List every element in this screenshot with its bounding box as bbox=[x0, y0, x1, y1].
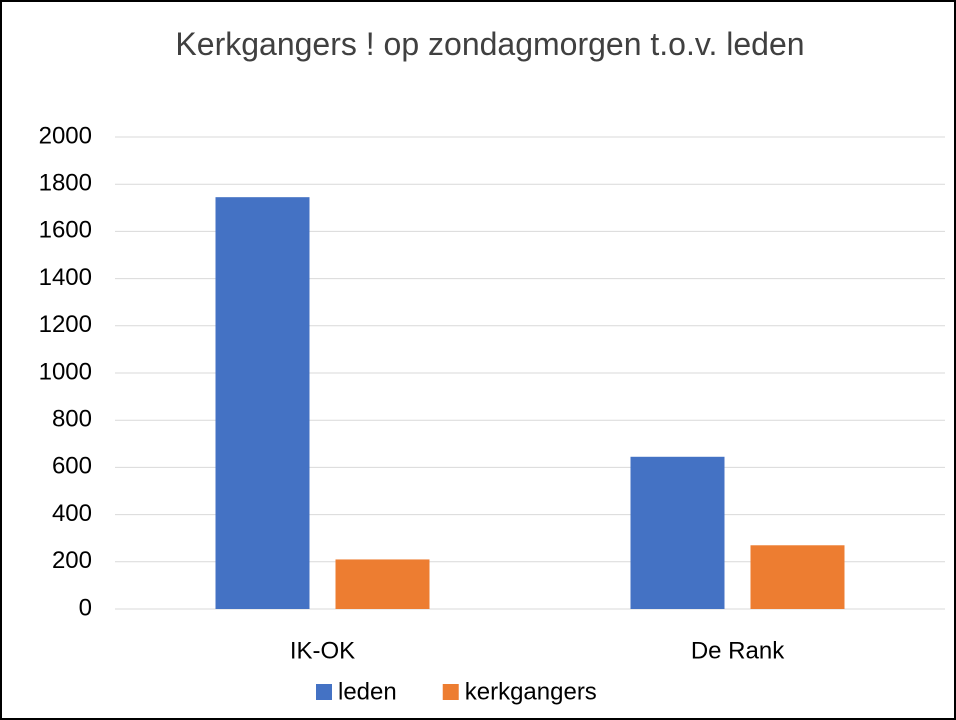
y-tick-label: 600 bbox=[52, 453, 92, 480]
y-tick-label: 400 bbox=[52, 500, 92, 527]
legend-label: leden bbox=[338, 678, 397, 705]
y-tick-label: 1800 bbox=[39, 170, 92, 197]
x-tick-label: De Rank bbox=[691, 637, 785, 664]
legend-label: kerkgangers bbox=[465, 678, 597, 705]
bar bbox=[335, 559, 430, 609]
bar bbox=[215, 197, 310, 609]
y-tick-label: 2000 bbox=[39, 122, 92, 149]
legend-swatch bbox=[442, 684, 459, 700]
y-tick-label: 0 bbox=[79, 594, 92, 621]
y-tick-label: 1200 bbox=[39, 311, 92, 338]
y-tick-label: 1400 bbox=[39, 264, 92, 291]
y-tick-label: 200 bbox=[52, 547, 92, 574]
chart-title: Kerkgangers ! op zondagmorgen t.o.v. led… bbox=[175, 26, 805, 62]
x-tick-label: IK-OK bbox=[290, 637, 355, 664]
bar bbox=[630, 456, 725, 609]
y-tick-label: 1600 bbox=[39, 217, 92, 244]
y-tick-label: 800 bbox=[52, 406, 92, 433]
y-tick-label: 1000 bbox=[39, 358, 92, 385]
bar bbox=[750, 545, 845, 609]
legend-swatch bbox=[316, 684, 332, 700]
